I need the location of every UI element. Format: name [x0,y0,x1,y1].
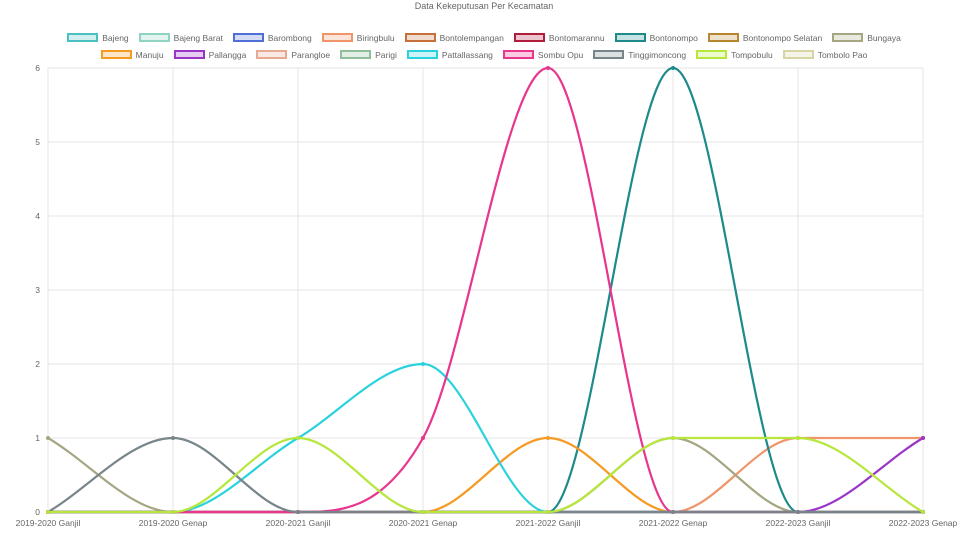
legend-item-bontonompo-selatan[interactable]: Bontonompo Selatan [707,32,823,43]
data-point-bontonompo [671,66,675,70]
legend-swatch [138,33,170,42]
series-line-manuju [46,436,925,514]
legend-swatch [593,50,625,59]
data-point-tinggimoncong [171,436,175,440]
data-point-tompobulu [546,510,550,514]
legend-swatch [406,50,438,59]
data-point-sombu-opu [421,436,425,440]
x-tick-label: 2019-2020 Ganjil [16,518,81,528]
data-point-pattallassang [421,362,425,366]
legend-item-sombu-opu[interactable]: Sombu Opu [502,49,584,60]
data-point-manuju [546,436,550,440]
data-point-tompobulu [921,510,925,514]
legend-swatch [100,50,132,59]
legend: Bajeng Bajeng Barat Barombong Biringbulu Bon… [0,29,968,63]
series-points [46,66,925,514]
data-point-bungaya [46,436,50,440]
x-tick-label: 2021-2022 Genap [639,518,708,528]
x-tick-label: 2019-2020 Genap [139,518,208,528]
legend-item-bontolempangan[interactable]: Bontolempangan [404,32,504,43]
chart-title: Data Kekeputusan Per Kecamatan [414,1,554,11]
series-line-tompobulu [46,436,925,514]
data-point-tompobulu [46,510,50,514]
data-point-tompobulu [796,436,800,440]
x-tick-label: 2021-2022 Ganjil [516,518,581,528]
legend-label: Barombong [267,32,312,43]
legend-item-bungaya[interactable]: Bungaya [832,33,901,43]
legend-swatch [782,50,814,59]
data-point-tompobulu [671,436,675,440]
legend-label: Bontonompo [649,32,698,43]
legend-item-parangloe[interactable]: Parangloe [256,50,330,60]
legend-item-biringbulu[interactable]: Biringbulu [321,32,395,43]
legend-swatch [232,33,264,42]
legend-label: Bungaya [867,32,901,43]
legend-item-tompobulu[interactable]: Tompobulu [696,50,773,60]
legend-item-bontomarannu[interactable]: Bontomarannu [513,32,605,43]
legend-label: Parangloe [291,49,331,60]
y-tick-label: 5 [35,137,40,147]
legend-item-parigi[interactable]: Parigi [340,50,397,60]
legend-swatch [340,50,372,59]
legend-item-bajeng-barat[interactable]: Bajeng Barat [138,32,223,43]
legend-label: Sombu Opu [537,49,584,60]
x-tick-label: 2022-2023 Ganjil [766,518,831,528]
legend-label: Parigi [375,49,397,60]
y-tick-label: 1 [35,433,40,443]
legend-swatch [696,50,728,59]
legend-row-2: Manuju Pallangga Parangloe Parigi Pattallass… [0,46,968,63]
data-point-sombu-opu [546,66,550,70]
legend-label: Pallangga [208,49,247,60]
legend-label: Bajeng [102,32,129,43]
data-point-tinggimoncong [796,510,800,514]
legend-swatch [513,33,545,42]
x-tick-label: 2022-2023 Genap [889,518,958,528]
legend-label: Bontomarannu [548,32,605,43]
legend-label: Tompobulu [731,49,773,60]
legend-swatch [321,33,353,42]
y-tick-label: 2 [35,359,40,369]
legend-item-tinggimoncong[interactable]: Tinggimoncong [593,50,686,60]
y-tick-label: 0 [35,507,40,517]
legend-item-tombolo-pao[interactable]: Tombolo Pao [782,49,868,60]
legend-swatch [173,50,205,59]
legend-swatch [614,33,646,42]
data-point-tinggimoncong [296,510,300,514]
legend-label: Biringbulu [356,32,395,43]
legend-label: Tombolo Pao [817,49,868,60]
legend-item-manuju[interactable]: Manuju [100,49,164,60]
legend-label: Pattallassang [441,49,493,60]
legend-item-pallangga[interactable]: Pallangga [173,49,247,60]
legend-label: Tinggimoncong [628,49,687,60]
data-point-tompobulu [296,436,300,440]
y-tick-label: 4 [35,211,40,221]
legend-item-bajeng[interactable]: Bajeng [67,32,129,43]
legend-item-barombong[interactable]: Barombong [232,32,312,43]
legend-swatch [707,33,739,42]
x-tick-label: 2020-2021 Ganjil [266,518,331,528]
grid-lines [47,67,924,513]
legend-item-pattallassang[interactable]: Pattallassang [406,49,493,60]
x-tick-label: 2020-2021 Genap [389,518,458,528]
data-point-tinggimoncong [671,510,675,514]
series-lines [46,66,925,514]
legend-label: Bontonompo Selatan [742,32,823,43]
legend-swatch [67,33,99,42]
legend-label: Manuju [135,49,164,60]
legend-label: Bajeng Barat [173,32,223,43]
data-point-tompobulu [421,510,425,514]
y-tick-label: 6 [35,63,40,73]
legend-swatch [256,50,288,59]
data-point-pallangga [921,436,925,440]
legend-swatch [502,50,534,59]
axis-ticks: 0 1 2 3 4 5 6 2019-2020 Ganjil 2019-2020 Genap 20… [16,63,958,528]
legend-row-1: Bajeng Bajeng Barat Barombong Biringbulu Bon… [0,29,968,46]
legend-swatch [832,33,864,42]
legend-swatch [404,33,436,42]
y-tick-label: 3 [35,285,40,295]
legend-label: Bontolempangan [439,32,504,43]
legend-item-bontonompo[interactable]: Bontonompo [614,32,698,43]
data-point-tompobulu [171,510,175,514]
